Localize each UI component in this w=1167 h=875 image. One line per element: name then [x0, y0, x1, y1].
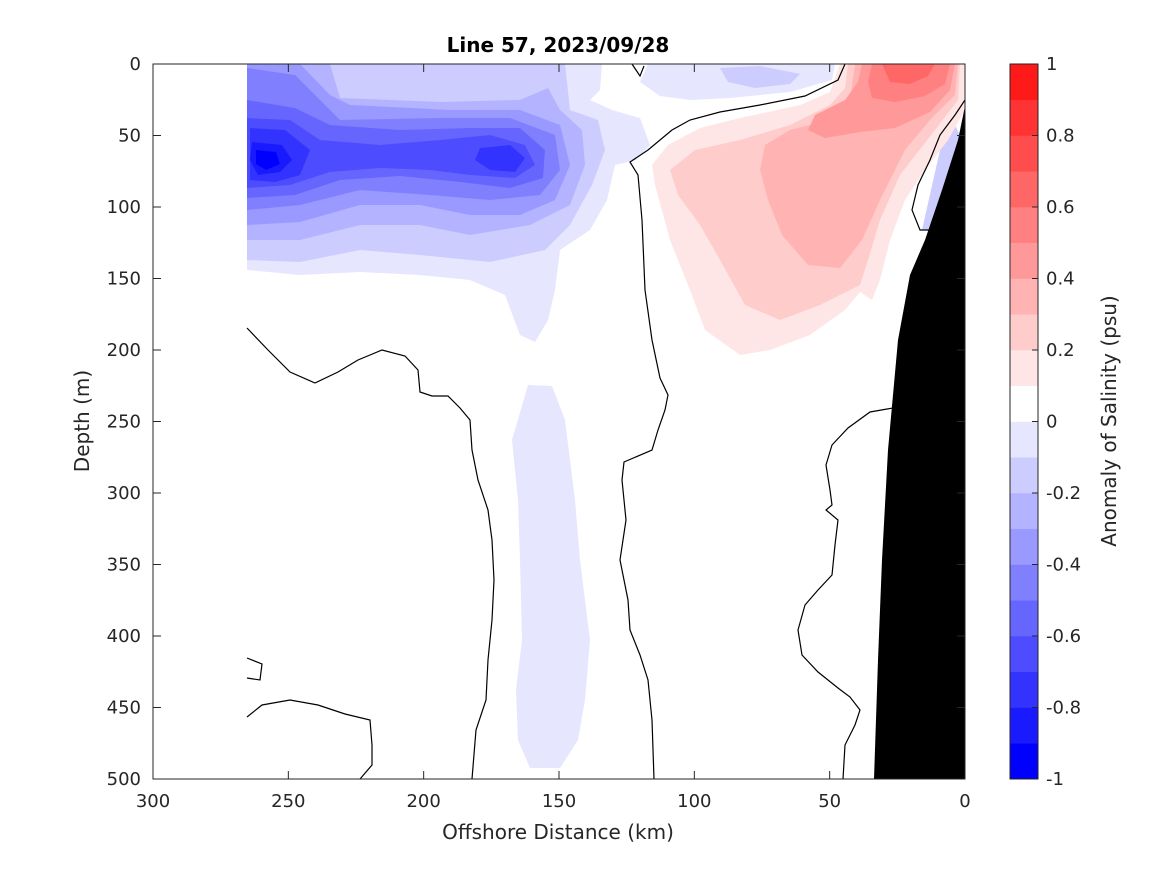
colorbar-tick-label: 1: [1046, 54, 1057, 75]
colorbar-swatch: [1010, 207, 1038, 244]
colorbar-swatch: [1010, 350, 1038, 387]
x-tick-label: 0: [959, 791, 970, 812]
x-tick-label: 200: [406, 791, 440, 812]
colorbar-swatch: [1010, 743, 1038, 780]
zero-contour-line: [797, 407, 894, 779]
zero-contour-lines: [246, 64, 965, 779]
y-tick-label: 250: [107, 412, 141, 433]
colorbar-tick-label: -0.2: [1046, 483, 1081, 504]
x-tick-label: 150: [542, 791, 576, 812]
colorbar-tick-label: -0.4: [1046, 555, 1081, 576]
anomaly-band-minus-0.8: [250, 128, 525, 182]
zero-contour-line: [631, 64, 645, 78]
y-tick-label: 300: [107, 483, 141, 504]
salinity-contour-field: [246, 64, 965, 779]
x-tick-label: 300: [136, 791, 170, 812]
colorbar-swatch: [1010, 99, 1038, 136]
anomaly-tongue-deep: [512, 385, 590, 768]
y-tick-label: 100: [107, 197, 141, 218]
colorbar-swatch: [1010, 528, 1038, 565]
colorbar-swatch: [1010, 171, 1038, 208]
colorbar: 1 0.8 0.6 0.4 0.2 0 -0.2 -0.4 -0.6 -0.8 -1: [1009, 54, 1081, 790]
colorbar-swatch: [1010, 242, 1038, 279]
x-tick-label: 250: [271, 791, 305, 812]
colorbar-swatch: [1010, 636, 1038, 673]
colorbar-label: Anomaly of Salinity (psu): [1097, 295, 1121, 546]
y-tick-label: 150: [107, 269, 141, 290]
colorbar-tick-label: 0: [1046, 412, 1057, 433]
colorbar-tick-label: 0.8: [1046, 126, 1075, 147]
x-tick-label: 100: [677, 791, 711, 812]
colorbar-swatch: [1010, 600, 1038, 637]
colorbar-swatch: [1010, 385, 1038, 422]
y-axis-label: Depth (m): [70, 370, 94, 472]
zero-contour-line: [246, 699, 373, 779]
colorbar-swatch: [1010, 707, 1038, 744]
x-tick-label: 50: [818, 791, 841, 812]
colorbar-swatch: [1010, 64, 1038, 101]
anomaly-patch-surface-core: [720, 66, 800, 88]
colorbar-tick-label: -1: [1046, 769, 1064, 790]
colorbar-tick-label: 0.6: [1046, 197, 1075, 218]
y-tick-label: 0: [130, 54, 141, 75]
colorbar-swatch: [1010, 457, 1038, 494]
axes-ticks: 300 250 200 150 100 50 00501001502002503003504…: [107, 54, 971, 812]
colorbar-swatch: [1010, 278, 1038, 315]
y-tick-label: 400: [107, 626, 141, 647]
colorbar-swatch: [1010, 421, 1038, 458]
colorbar-swatch: [1010, 135, 1038, 172]
zero-contour-line: [246, 327, 495, 779]
colorbar-swatch: [1010, 493, 1038, 530]
y-tick-label: 450: [107, 698, 141, 719]
bathymetry-seafloor: [874, 106, 965, 779]
anomaly-band-minus-0.7: [247, 118, 535, 188]
y-tick-label: 500: [107, 769, 141, 790]
colorbar-swatch: [1010, 564, 1038, 601]
zero-contour-line: [246, 657, 263, 681]
colorbar-swatch: [1010, 671, 1038, 708]
colorbar-swatch: [1010, 314, 1038, 351]
colorbar-tick-label: 0.4: [1046, 269, 1075, 290]
plot-area: [152, 63, 966, 780]
y-tick-label: 200: [107, 340, 141, 361]
colorbar-tick-label: -0.8: [1046, 698, 1081, 719]
y-tick-label: 350: [107, 555, 141, 576]
y-tick-label: 50: [118, 126, 141, 147]
colorbar-tick-label: 0.2: [1046, 340, 1075, 361]
anomaly-patch-coastal: [922, 125, 962, 230]
anomaly-band-plus-0.6: [882, 64, 935, 84]
zero-contour-line: [619, 64, 846, 779]
chart-title: Line 57, 2023/09/28: [447, 33, 670, 57]
anomaly-band-minus-1.0: [256, 150, 280, 170]
colorbar-tick-label: -0.6: [1046, 626, 1081, 647]
x-axis-label: Offshore Distance (km): [442, 820, 674, 844]
